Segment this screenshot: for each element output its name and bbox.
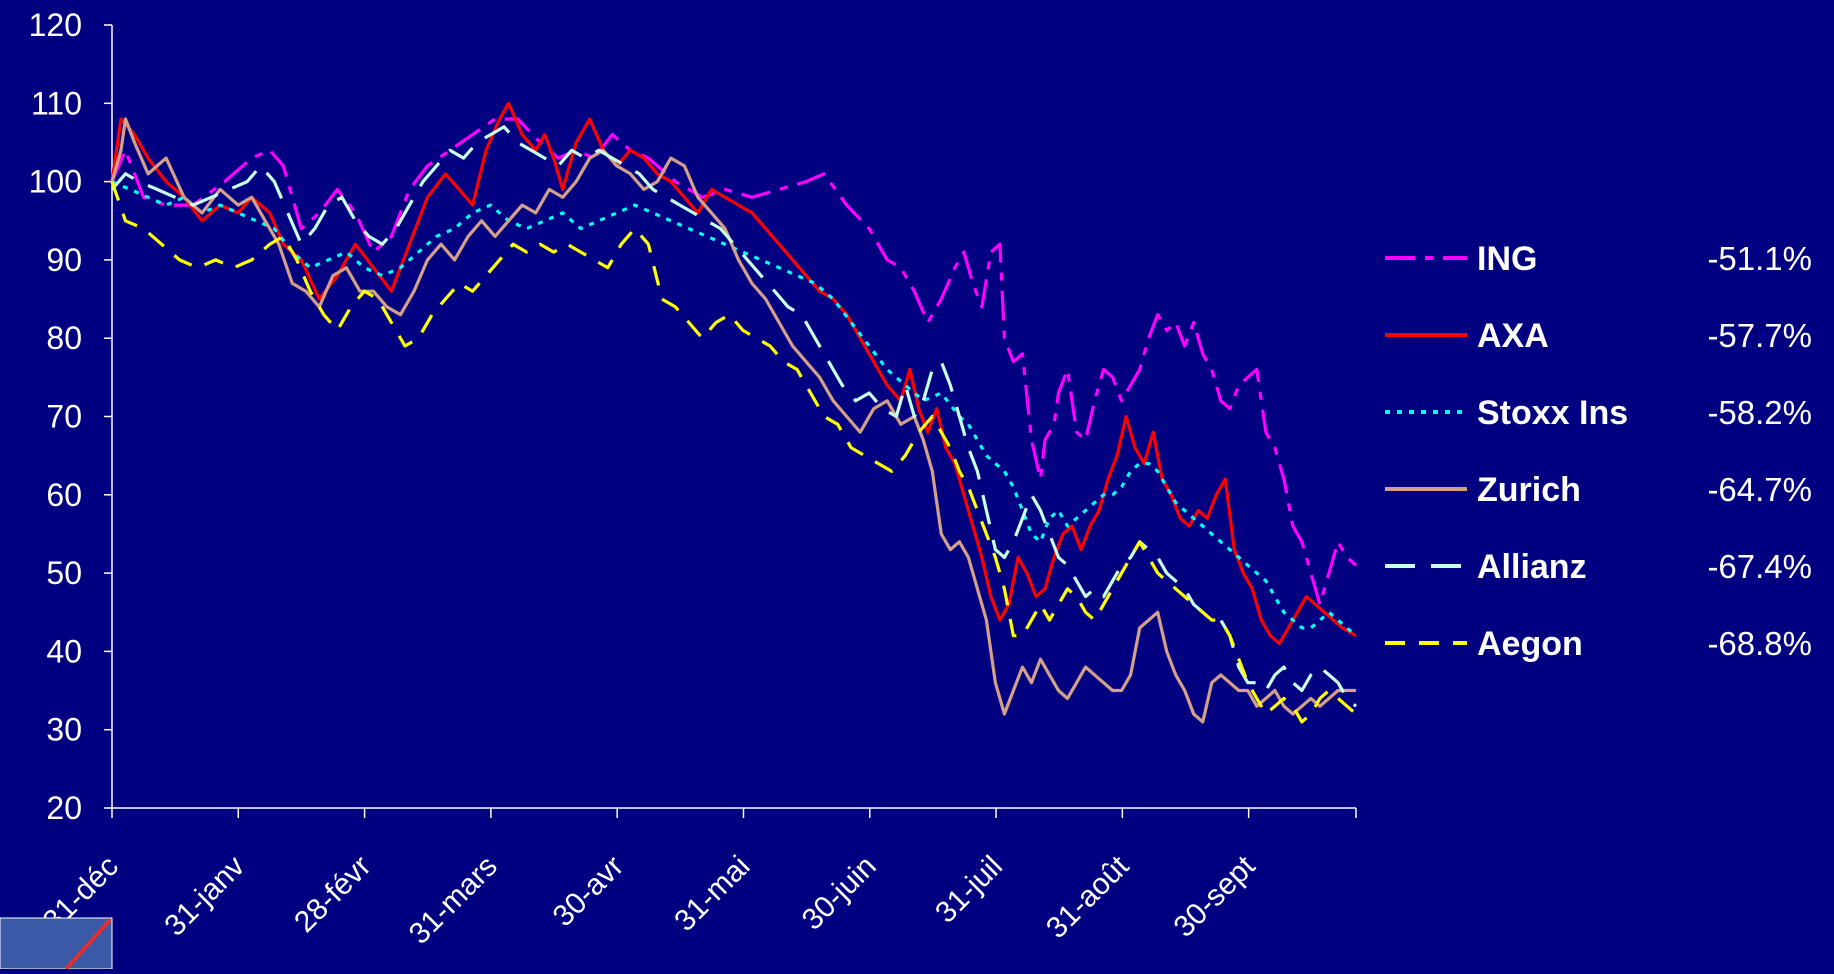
- legend-change-ing: -51.1%: [1707, 240, 1812, 277]
- legend: ING -51.1% AXA -57.7% Stoxx Ins -58.2% Zurich -…: [1385, 240, 1812, 663]
- y-axis: 20 30 40 50 60 70 80 90 100 110 120: [29, 7, 113, 826]
- series-line-axa: [110, 101, 1357, 646]
- y-tick-label: 40: [46, 633, 82, 669]
- y-tick-label: 80: [46, 320, 82, 356]
- legend-label-aegon: Aegon: [1477, 625, 1583, 663]
- x-tick-label: 31-mai: [668, 850, 756, 938]
- x-tick-label: 30-sept: [1167, 849, 1262, 944]
- x-axis: 31-déc 31-janv 28-févr 31-mars 30-avr 31-mai 3…: [37, 807, 1357, 951]
- legend-label-ing: ING: [1477, 240, 1537, 278]
- x-tick-label: 31-août: [1040, 849, 1136, 945]
- series-line-zurich: [110, 117, 1356, 724]
- y-tick-label: 110: [31, 85, 82, 121]
- legend-label-axa: AXA: [1477, 317, 1549, 355]
- legend-change-axa: -57.7%: [1707, 317, 1812, 354]
- y-tick-label: 90: [46, 242, 82, 278]
- legend-label-zurich: Zurich: [1477, 471, 1581, 509]
- legend-label-allianz: Allianz: [1477, 548, 1587, 586]
- y-tick-label: 120: [29, 7, 82, 43]
- legend-label-stoxx-ins: Stoxx Ins: [1477, 394, 1628, 432]
- series-line-stoxx-ins: [111, 180, 1358, 637]
- legend-change-aegon: -68.8%: [1707, 625, 1812, 662]
- x-tick-label: 30-avr: [547, 850, 630, 933]
- legend-change-zurich: -64.7%: [1707, 471, 1812, 508]
- x-tick-label: 31-mars: [403, 850, 504, 951]
- y-tick-label: 30: [46, 712, 82, 748]
- series-lines: [110, 101, 1358, 724]
- series-line-ing: [110, 117, 1358, 606]
- legend-change-allianz: -67.4%: [1707, 548, 1812, 585]
- x-tick-label: 28-févr: [288, 850, 377, 939]
- x-tick-label: 31-juil: [929, 850, 1009, 930]
- legend-change-stoxx-ins: -58.2%: [1707, 394, 1812, 431]
- x-tick-label: 31-janv: [158, 850, 251, 943]
- y-tick-label: 70: [46, 399, 82, 435]
- series-line-aegon: [110, 181, 1358, 724]
- y-tick-label: 60: [46, 477, 82, 513]
- y-tick-label: 100: [29, 164, 82, 200]
- logo-icon: [0, 917, 113, 971]
- x-tick-label: 30-juin: [796, 850, 883, 937]
- y-tick-label: 20: [46, 790, 82, 826]
- series-line-allianz: [110, 125, 1358, 708]
- y-tick-label: 50: [46, 555, 82, 591]
